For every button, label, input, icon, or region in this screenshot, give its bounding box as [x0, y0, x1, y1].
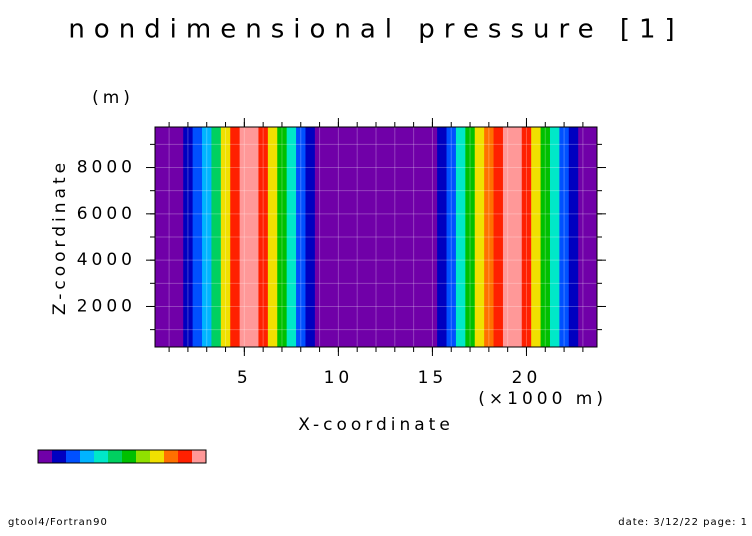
cell — [587, 127, 598, 347]
cell — [296, 127, 306, 347]
cell — [267, 127, 278, 347]
colorbar-swatch — [38, 450, 52, 463]
cell — [164, 127, 175, 347]
colorbar-swatch — [80, 450, 94, 463]
cell — [183, 127, 194, 347]
cell — [333, 127, 344, 347]
cell — [512, 127, 523, 347]
cell — [258, 127, 269, 347]
cell — [578, 127, 589, 347]
cell — [474, 127, 485, 347]
cell — [437, 127, 448, 347]
cell — [314, 127, 325, 347]
cell — [305, 127, 316, 347]
footer-right: date: 3/12/22 page: 1 — [618, 517, 748, 528]
colorbar-swatch — [108, 450, 122, 463]
cell — [173, 127, 184, 347]
cell — [559, 127, 570, 347]
cell — [408, 127, 419, 347]
y-tick-label: 2000 — [77, 296, 136, 316]
cell — [549, 127, 560, 347]
cell — [418, 127, 429, 347]
x-tick-label: 5 — [237, 368, 252, 388]
cell — [192, 127, 203, 347]
cell — [230, 127, 241, 347]
cell — [352, 127, 363, 347]
cell — [343, 127, 353, 347]
colorbar-swatch — [192, 450, 206, 463]
colorbar-swatch — [136, 450, 150, 463]
colorbar-swatch — [122, 450, 136, 463]
colorbar-swatch — [178, 450, 192, 463]
cell — [568, 127, 579, 347]
cell — [277, 127, 288, 347]
cell — [155, 127, 165, 347]
cell — [249, 127, 259, 347]
y-tick-label: 4000 — [77, 250, 136, 270]
cell — [446, 127, 457, 347]
cell — [399, 127, 410, 347]
cell — [371, 127, 382, 347]
cell — [220, 127, 231, 347]
x-tick-label: 15 — [418, 368, 448, 388]
cell — [361, 127, 372, 347]
cell — [380, 127, 391, 347]
plot-frame — [154, 126, 598, 348]
cell — [484, 127, 495, 347]
y-label: Z-coordinate — [50, 159, 70, 315]
colorbar-swatch — [164, 450, 178, 463]
colorbar-swatch — [150, 450, 164, 463]
colorbar-frame — [37, 449, 207, 464]
colorbar-swatch — [52, 450, 66, 463]
cell — [286, 127, 297, 347]
y-tick-label: 6000 — [77, 204, 136, 224]
cell — [540, 127, 551, 347]
cell — [493, 127, 504, 347]
cell — [211, 127, 222, 347]
cell — [455, 127, 466, 347]
cell — [521, 127, 532, 347]
x-label: X-coordinate — [298, 415, 454, 435]
cell — [324, 127, 335, 347]
cell — [202, 127, 212, 347]
colorbar-swatch — [66, 450, 80, 463]
cell — [239, 127, 250, 347]
cell — [427, 127, 438, 347]
cell — [502, 127, 513, 347]
y-unit: (m) — [92, 88, 134, 108]
y-tick-label: 8000 — [77, 158, 136, 178]
cell — [390, 127, 401, 347]
colorbar-swatch — [94, 450, 108, 463]
x-unit: (×1000 m) — [478, 389, 607, 409]
cell — [465, 127, 476, 347]
footer-left: gtool4/Fortran90 — [8, 517, 108, 528]
x-tick-label: 20 — [512, 368, 542, 388]
x-tick-label: 10 — [324, 368, 354, 388]
cell — [531, 127, 542, 347]
chart-title: nondimensional pressure [1] — [68, 15, 683, 45]
